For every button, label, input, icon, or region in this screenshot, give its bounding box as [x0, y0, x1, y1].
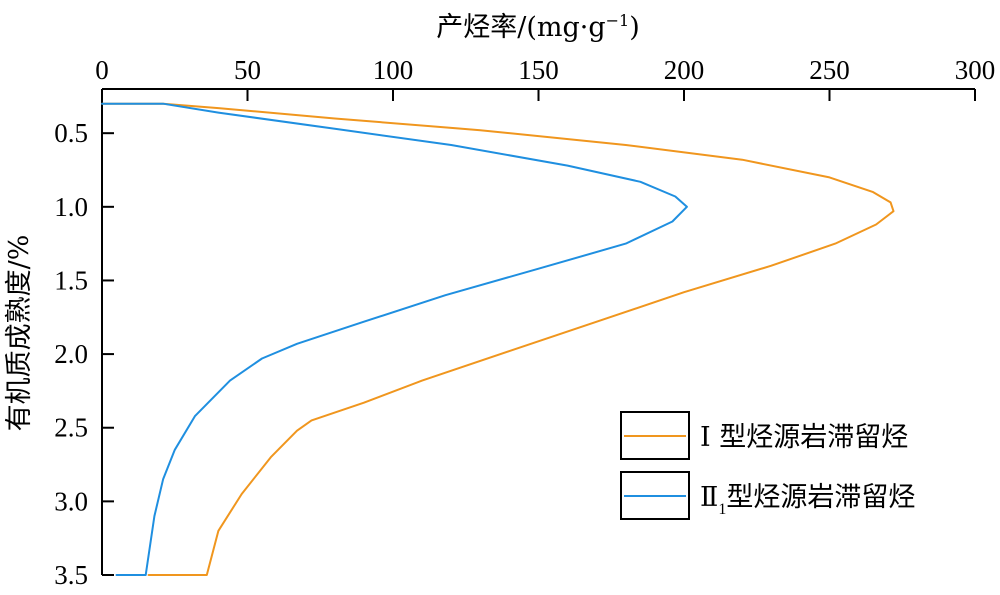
x-axis-title-superscript: −1: [606, 11, 630, 30]
legend-box-series-2: [620, 471, 690, 520]
x-axis-title: 产烃率/(mg·g−1): [436, 11, 640, 43]
x-tick-label: 0: [95, 55, 109, 85]
legend-label-series-2-subscript: 1: [718, 501, 726, 518]
legend-label-series-2-end: 型烃源岩滞留烃: [726, 482, 915, 513]
x-tick-label: 100: [373, 55, 414, 85]
x-ticks: 0 50 100 150 200 250 300: [95, 55, 995, 101]
legend: Ⅰ 型烃源岩滞留烃 Ⅱ1型烃源岩滞留烃: [620, 411, 915, 520]
y-tick-label: 3.0: [54, 486, 88, 516]
x-tick-label: 250: [809, 55, 850, 85]
legend-label-series-1: Ⅰ 型烃源岩滞留烃: [700, 422, 908, 453]
x-tick-label: 50: [234, 55, 261, 85]
series-line-1: [101, 102, 895, 576]
x-tick-label: 200: [664, 55, 705, 85]
x-tick-label: 300: [955, 55, 996, 85]
x-axis-title-main: 产烃率/(mg·g: [436, 12, 605, 43]
y-tick-label: 2.5: [54, 413, 88, 443]
x-axis-title-end: ): [629, 12, 640, 43]
y-tick-label: 1.0: [54, 192, 88, 222]
y-tick-label: 2.0: [54, 339, 88, 369]
y-axis-title: 有机质成熟度/%: [4, 235, 35, 432]
y-tick-label: 0.5: [54, 118, 88, 148]
y-tick-label: 3.5: [54, 560, 88, 590]
y-ticks: 0.5 1.0 1.5 2.0 2.5 3.0 3.5: [54, 118, 114, 590]
series-layer: [101, 102, 895, 576]
legend-label-series-2: Ⅱ1型烃源岩滞留烃: [700, 482, 915, 518]
y-tick-label: 1.5: [54, 265, 88, 295]
series-line-2: [101, 102, 688, 576]
legend-label-series-2-main: Ⅱ: [700, 482, 718, 513]
x-tick-label: 150: [518, 55, 559, 85]
legend-box-series-1: [620, 411, 690, 460]
